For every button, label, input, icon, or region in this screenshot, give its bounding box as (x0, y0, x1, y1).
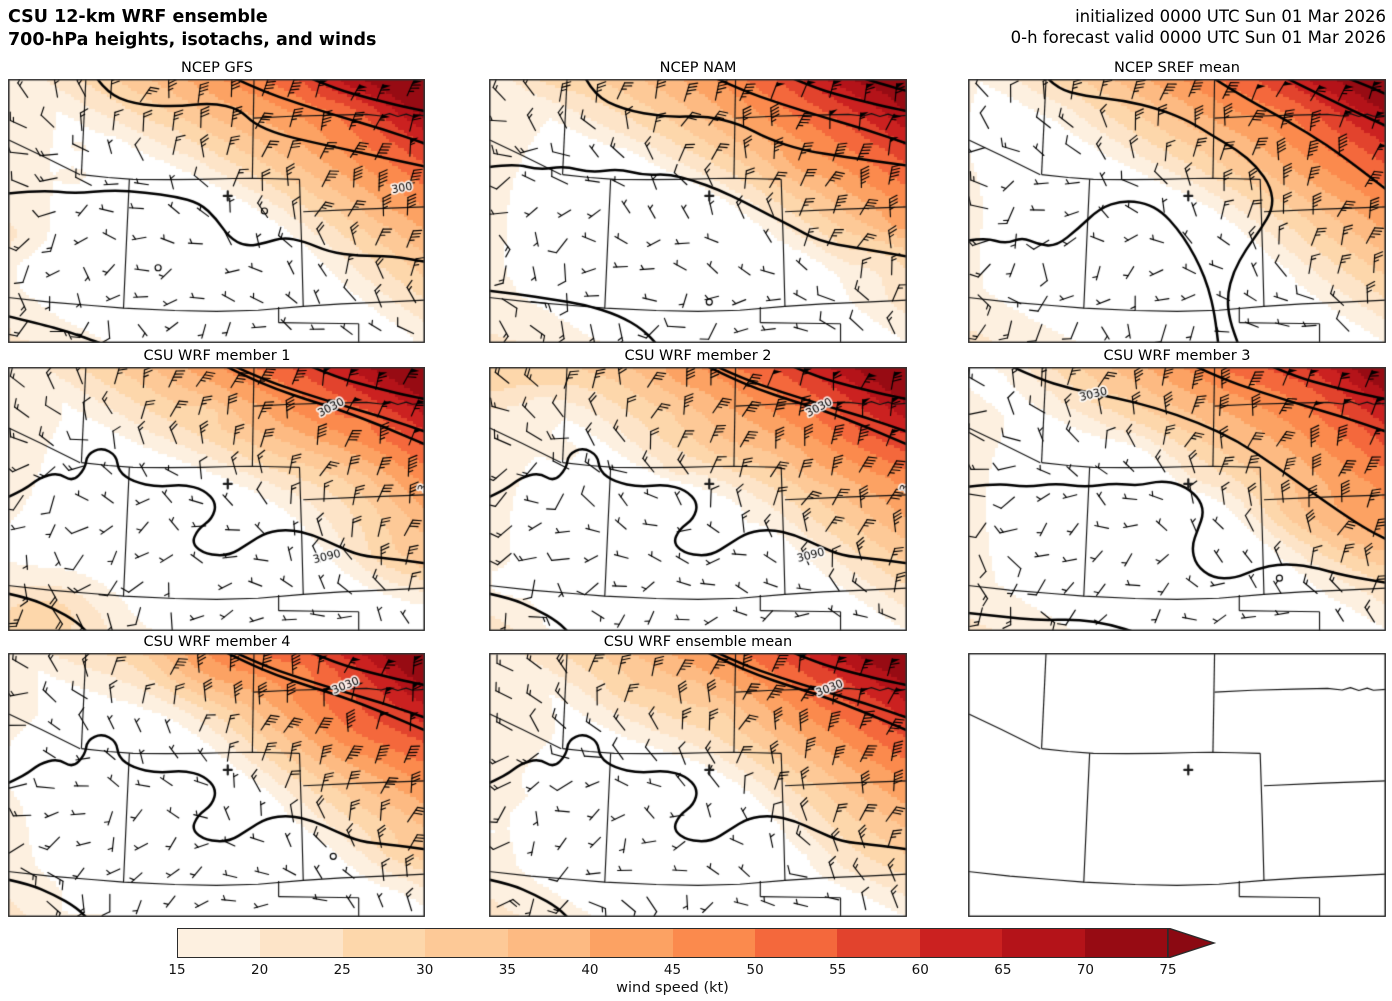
colorbar-segment (425, 929, 508, 957)
map-canvas-ncep-sref-mean (968, 79, 1386, 343)
colorbar-segment (590, 929, 673, 957)
panel-title: CSU WRF member 3 (1103, 348, 1251, 364)
colorbar-segment (672, 929, 755, 957)
colorbar-segment (342, 929, 426, 957)
colorbar-tick: 45 (663, 962, 682, 978)
colorbar-segment (260, 929, 343, 957)
panel-title: NCEP NAM (659, 60, 737, 76)
map-canvas-ncep-gfs (8, 79, 425, 343)
colorbar-segment (1084, 929, 1168, 957)
colorbar-segment (507, 929, 591, 957)
colorbar-segment (754, 929, 838, 957)
title-line2: 700-hPa heights, isotachs, and winds (8, 29, 377, 50)
colorbar-tick: 75 (1159, 962, 1177, 978)
title-line1: CSU 12-km WRF ensemble (8, 7, 268, 27)
colorbar-segment (919, 929, 1003, 957)
figure-timestamp: initialized 0000 UTC Sun 01 Mar 2026 0-h… (1011, 6, 1386, 49)
map-canvas-wrf-member-3 (968, 367, 1386, 631)
panel-ncep-nam: NCEP NAM (489, 58, 907, 345)
colorbar-tick: 20 (250, 962, 269, 978)
colorbar-tick: 40 (581, 962, 599, 978)
panel-title: CSU WRF member 2 (624, 348, 772, 364)
colorbar-segment (178, 929, 261, 957)
colorbar-tick: 15 (168, 962, 186, 978)
panel-ncep-sref-mean: NCEP SREF mean (968, 58, 1386, 345)
colorbar-label: wind speed (kt) (616, 980, 729, 996)
map-canvas-wrf-member-4 (8, 653, 425, 917)
panel-wrf-member-1: CSU WRF member 1 (8, 346, 426, 633)
panel-title: CSU WRF member 4 (143, 634, 291, 650)
colorbar-tick: 60 (911, 962, 929, 978)
colorbar-extend-arrow (1168, 928, 1217, 958)
panel-wrf-ensemble-mean: CSU WRF ensemble mean (489, 632, 907, 919)
panel-title: CSU WRF ensemble mean (603, 634, 793, 650)
panel-title: CSU WRF member 1 (143, 348, 291, 364)
panel-wrf-member-3: CSU WRF member 3 (968, 346, 1386, 633)
colorbar-segment (837, 929, 920, 957)
map-canvas-ncep-nam (489, 79, 907, 343)
map-canvas-wrf-member-1 (8, 367, 425, 631)
colorbar-tick: 25 (333, 962, 351, 978)
panel-wrf-member-2: CSU WRF member 2 (489, 346, 907, 633)
colorbar-segment (1002, 929, 1085, 957)
colorbar-tick: 50 (746, 962, 764, 978)
colorbar-tick: 70 (1076, 962, 1094, 978)
panel-title: NCEP GFS (180, 60, 253, 76)
panel-title: NCEP SREF mean (1114, 60, 1240, 76)
panel-ncep-gfs: NCEP GFS (8, 58, 426, 345)
valid-line: 0-h forecast valid 0000 UTC Sun 01 Mar 2… (1010, 28, 1386, 48)
colorbar-gradient (177, 928, 1168, 958)
colorbar-tick: 55 (829, 962, 847, 978)
panel-title (968, 632, 1386, 653)
colorbar: 15 20 25 30 35 40 45 50 55 60 65 70 75 wind speed (k… (168, 928, 1237, 998)
colorbar-tick: 35 (498, 962, 516, 978)
colorbar-ticks: 15 20 25 30 35 40 45 50 55 60 65 70 75 (168, 962, 1176, 980)
init-line: initialized 0000 UTC Sun 01 Mar 2026 (1075, 7, 1386, 26)
panel-wrf-member-4: CSU WRF member 4 (8, 632, 426, 919)
map-canvas-wrf-ensemble-mean (489, 653, 907, 917)
figure-title: CSU 12-km WRF ensemble 700-hPa heights, … (8, 6, 376, 52)
panel-basemap-blank (968, 632, 1386, 919)
colorbar-tick: 30 (416, 962, 434, 978)
colorbar-tick: 65 (994, 962, 1012, 978)
map-canvas-blank (968, 653, 1386, 917)
map-canvas-wrf-member-2 (489, 367, 907, 631)
